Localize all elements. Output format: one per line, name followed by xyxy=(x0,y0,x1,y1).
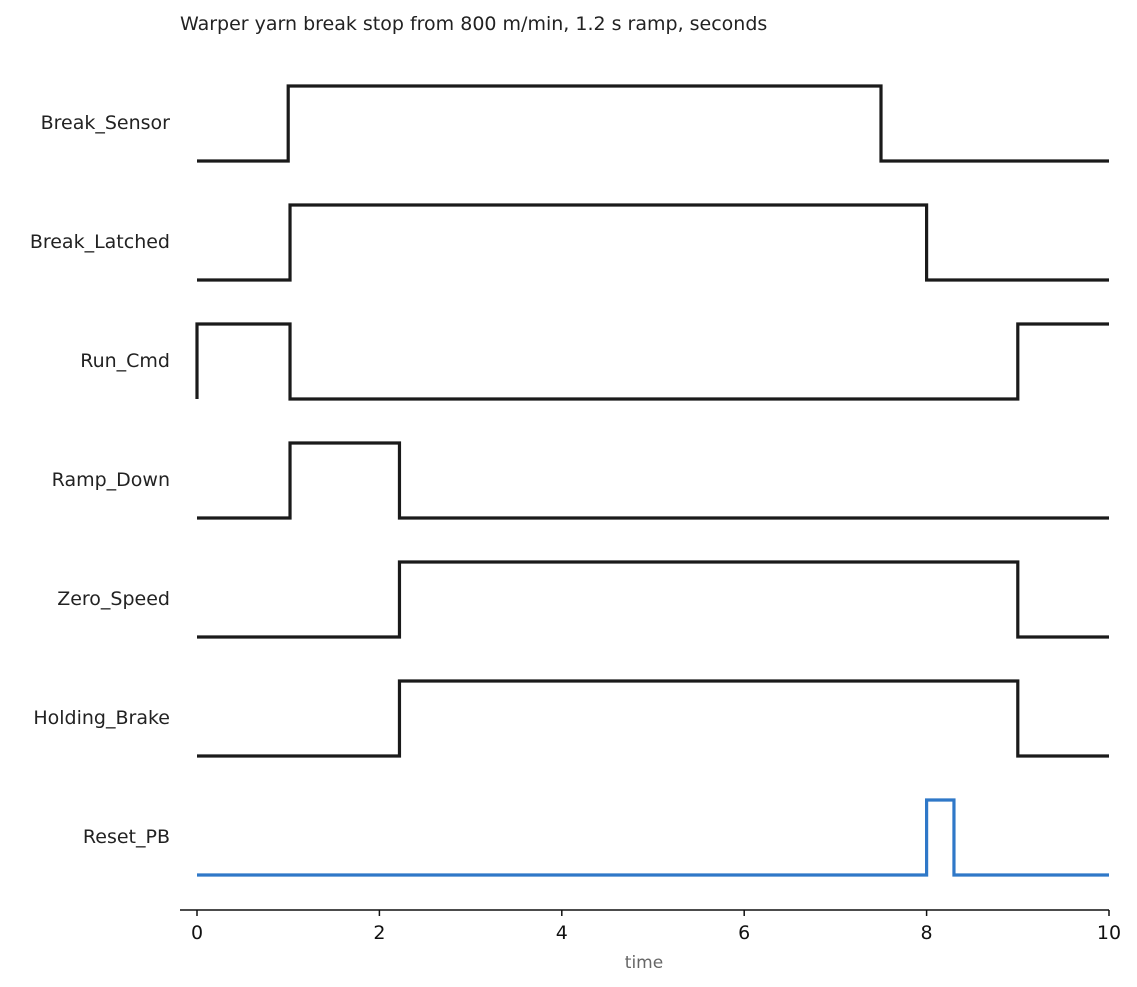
chart-title: Warper yarn break stop from 800 m/min, 1… xyxy=(180,13,767,35)
x-tick-label: 0 xyxy=(191,922,203,944)
x-tick-label: 10 xyxy=(1097,922,1121,944)
signal-label: Break_Latched xyxy=(30,231,170,253)
signal-label: Break_Sensor xyxy=(41,112,171,134)
x-tick-label: 2 xyxy=(373,922,385,944)
x-tick-label: 4 xyxy=(556,922,568,944)
signal-label: Zero_Speed xyxy=(57,588,170,610)
signal-label: Holding_Brake xyxy=(33,707,170,729)
signal-waveform-break-latched xyxy=(197,203,1109,282)
signal-label: Reset_PB xyxy=(83,826,170,848)
signal-waveform-run-cmd xyxy=(195,322,1109,401)
signal-rows: Break_Sensor Break_Latched Run_Cmd Ramp_Dow… xyxy=(30,84,1109,877)
signal-waveform-break-sensor xyxy=(197,84,1109,163)
x-axis: 0 2 4 6 8 10 xyxy=(180,909,1121,944)
x-axis-label: time xyxy=(625,953,663,973)
signal-label: Ramp_Down xyxy=(52,469,170,491)
signal-waveform-holding-brake xyxy=(197,679,1109,758)
x-tick-label: 8 xyxy=(921,922,933,944)
signal-waveform-reset-pb xyxy=(197,798,1109,877)
signal-label: Run_Cmd xyxy=(80,350,170,372)
signal-waveform-zero-speed xyxy=(197,560,1109,639)
signal-waveform-ramp-down xyxy=(197,441,1109,520)
x-tick-label: 6 xyxy=(738,922,750,944)
